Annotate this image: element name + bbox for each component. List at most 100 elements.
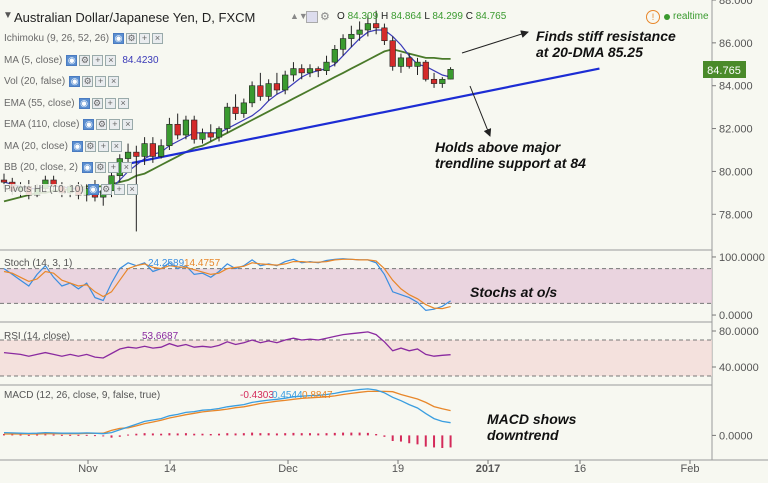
add-icon[interactable]: + <box>107 162 119 173</box>
x-tick-label: 16 <box>574 463 586 475</box>
indicator-arrows-icon[interactable]: ▲▼ <box>290 11 308 21</box>
macd-histogram-bar <box>201 433 204 436</box>
add-icon[interactable]: + <box>113 183 125 195</box>
add-icon[interactable]: + <box>92 54 104 66</box>
x-tick-label: Dec <box>278 463 298 475</box>
add-icon[interactable]: + <box>97 140 109 152</box>
eye-toggle-icon[interactable]: ◉ <box>69 76 81 87</box>
eye-toggle-icon[interactable]: ◉ <box>81 162 93 173</box>
macd-histogram-bar <box>69 434 72 436</box>
rsi-line <box>3 331 451 359</box>
close-icon[interactable]: × <box>110 140 122 152</box>
realtime-dot-icon <box>664 14 670 20</box>
eye-toggle-icon[interactable]: ◉ <box>83 119 95 130</box>
y-axis-ticks: 88.000 86.000 84.000 82.000 80.000 78.000 100.… <box>712 0 765 442</box>
eye-toggle-icon[interactable]: ◉ <box>113 33 125 44</box>
macd-histogram-bar <box>391 435 394 441</box>
macd-histogram-bar <box>342 432 345 436</box>
close-icon[interactable]: × <box>126 183 138 195</box>
settings-icon[interactable]: ⚙ <box>100 183 112 195</box>
close-icon[interactable]: × <box>117 97 129 109</box>
add-icon[interactable]: + <box>109 119 121 130</box>
y-tick-label: 88.000 <box>719 0 753 7</box>
macd-histogram-bar <box>325 433 328 436</box>
indicator-row[interactable]: BB (20, close, 2) ◉ ⚙ + × <box>2 160 132 175</box>
candle-body <box>439 78 446 84</box>
settings-icon[interactable]: ⚙ <box>126 33 138 44</box>
candle-body <box>306 68 314 74</box>
close-icon[interactable]: × <box>108 76 120 87</box>
symbol-title[interactable]: Australian Dollar/Japanese Yen, D, FXCM <box>14 10 256 25</box>
candle-body <box>323 61 330 72</box>
add-icon[interactable]: + <box>139 33 151 44</box>
macd-histogram-bar <box>375 434 378 436</box>
macd-histogram-bar <box>441 435 444 448</box>
y-tick-label: 84.000 <box>719 81 753 93</box>
collapse-chevron-icon[interactable]: ▼ <box>3 10 13 21</box>
resistance-annotation: Finds stiff resistance at 20-DMA 85.25 <box>536 28 676 60</box>
candle-body <box>124 151 132 159</box>
settings-icon[interactable]: ⚙ <box>94 162 106 173</box>
macd-histogram-bar <box>251 432 254 436</box>
candle-body <box>356 29 363 35</box>
add-icon[interactable]: + <box>95 76 107 87</box>
eye-toggle-icon[interactable]: ◉ <box>87 183 99 195</box>
trendline <box>111 67 600 169</box>
eye-toggle-icon[interactable] <box>306 11 318 23</box>
settings-icon[interactable]: ⚙ <box>91 97 103 109</box>
close-icon[interactable]: × <box>152 33 164 44</box>
settings-icon[interactable]: ⚙ <box>79 54 91 66</box>
candle-body <box>364 23 371 31</box>
close-icon[interactable]: × <box>120 162 132 173</box>
indicator-row[interactable]: EMA (55, close) ◉ ⚙ + × <box>2 96 129 111</box>
candle-body <box>315 68 322 72</box>
indicator-row[interactable]: MA (20, close) ◉ ⚙ + × <box>2 139 122 154</box>
stoch-annotation: Stochs at o/s <box>470 284 558 300</box>
candle-body <box>240 102 247 114</box>
macd-histogram-bar <box>267 433 270 436</box>
macd-histogram-bar <box>383 435 386 437</box>
eye-toggle-icon[interactable]: ◉ <box>78 97 90 109</box>
candle-body <box>174 123 181 136</box>
stoch-d-line <box>3 258 451 310</box>
macd-histogram-bar <box>110 435 113 438</box>
candle-body <box>389 40 396 67</box>
eye-toggle-icon[interactable]: ◉ <box>71 140 83 152</box>
settings-icon[interactable]: ⚙ <box>96 119 108 130</box>
settings-icon[interactable]: ⚙ <box>320 11 330 23</box>
support-arrow <box>469 85 492 137</box>
close-icon[interactable]: × <box>122 119 134 130</box>
indicator-row[interactable]: Pivots HL (10, 10) ◉ ⚙ + × <box>2 182 138 197</box>
macd-histogram-bar <box>27 434 30 436</box>
add-icon[interactable]: + <box>104 97 116 109</box>
warning-icon[interactable]: ! <box>646 10 660 24</box>
macd-signal-value: 0.8847 <box>302 390 333 401</box>
pane-label-macd: MACD (12, 26, close, 9, false, true) <box>4 390 160 401</box>
macd-histogram-bar <box>433 435 436 448</box>
macd-histogram-bar <box>424 435 427 447</box>
indicator-label: MA (5, close) <box>2 54 65 66</box>
close-icon[interactable]: × <box>105 54 117 66</box>
settings-icon[interactable]: ⚙ <box>84 140 96 152</box>
y-tick-label: 82.000 <box>719 124 753 136</box>
pane-label-rsi: RSI (14, close) <box>4 331 70 342</box>
eye-toggle-icon[interactable]: ◉ <box>66 54 78 66</box>
indicator-row[interactable]: Ichimoku (9, 26, 52, 26) ◉ ⚙ + × <box>2 31 164 46</box>
candle-body <box>141 143 148 157</box>
indicator-row[interactable]: MA (5, close) ◉ ⚙ + × 84.4230 <box>2 53 159 68</box>
settings-icon[interactable]: ⚙ <box>82 76 94 87</box>
macd-histogram-bar <box>449 435 452 448</box>
indicator-row[interactable]: EMA (110, close) ◉ ⚙ + × <box>2 117 134 132</box>
x-tick-label: 2017 <box>476 463 500 475</box>
indicator-label: EMA (55, close) <box>2 97 77 109</box>
macd-hist-value: -0.4303 <box>240 390 274 401</box>
macd-histogram-bar <box>275 433 278 436</box>
macd-histogram-bar <box>151 433 154 436</box>
macd-histogram-bar <box>300 433 303 436</box>
indicator-row[interactable]: Vol (20, false) ◉ ⚙ + × <box>2 74 120 89</box>
candle-body <box>298 68 305 74</box>
candle-body <box>373 23 380 29</box>
candle-body <box>232 106 239 114</box>
